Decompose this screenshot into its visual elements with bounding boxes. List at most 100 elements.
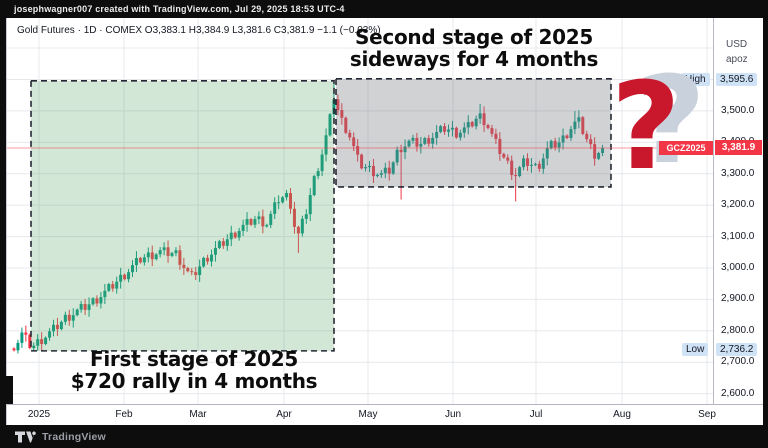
candle-body — [470, 122, 474, 127]
candle-body — [427, 138, 431, 144]
candle-body — [411, 137, 415, 141]
candle-body — [292, 208, 296, 227]
candle-body — [67, 314, 71, 321]
candle-body — [138, 258, 142, 263]
candle-body — [526, 158, 529, 166]
candle-body — [379, 173, 383, 175]
candle-body — [20, 332, 24, 343]
candle-body — [202, 257, 206, 267]
candle-body — [431, 137, 435, 144]
price-axis[interactable]: USD apoz 3,500.03,400.03,300.03,200.03,1… — [713, 18, 763, 404]
candle-body — [415, 137, 419, 147]
month-label: 2025 — [27, 409, 51, 420]
candle-body — [115, 281, 119, 289]
candle-body — [557, 142, 561, 148]
candle-body — [474, 118, 478, 127]
tradingview-brand-text[interactable]: TradingView — [42, 430, 106, 443]
candle-body — [399, 149, 403, 153]
candle-body — [450, 127, 454, 130]
candle-body — [289, 193, 292, 209]
left-edge-tab — [0, 376, 13, 404]
month-label: Mar — [189, 409, 207, 420]
candle-body — [210, 254, 213, 262]
candle-body — [83, 304, 87, 310]
time-axis[interactable]: 2025 Feb Mar Apr May Jun Jul Aug Sep — [7, 404, 763, 425]
month-label: Feb — [115, 409, 133, 420]
month-label: Sep — [698, 409, 716, 420]
price-tick-label: 2,700.0 — [721, 356, 755, 368]
candle-body — [217, 241, 221, 248]
candle-body — [443, 126, 447, 132]
candle-body — [537, 163, 541, 169]
candle-body — [281, 197, 285, 203]
candle-body — [522, 158, 526, 168]
price-tick-label: 2,800.0 — [721, 324, 755, 336]
candle-body — [510, 160, 514, 176]
tradingview-logo-icon[interactable] — [14, 430, 36, 444]
candle-body — [518, 167, 522, 177]
candle-body — [87, 304, 91, 310]
candle-body — [273, 202, 277, 214]
last-price-badge: 3,381.9 — [715, 139, 762, 155]
first-stage-annotation[interactable]: First stage of 2025 $720 rally in 4 mont… — [69, 348, 319, 392]
candle-body — [296, 226, 300, 234]
contract-price-label: GCZ2025 — [659, 140, 713, 155]
candle-body — [213, 247, 217, 255]
price-chart[interactable] — [7, 18, 713, 404]
candle-body — [304, 214, 308, 219]
candle-body — [134, 258, 138, 266]
candle-body — [533, 163, 537, 165]
candle-body — [233, 232, 237, 238]
candle-body — [257, 216, 261, 220]
candle-body — [589, 139, 593, 145]
month-label: Apr — [276, 409, 292, 420]
candle-body — [178, 250, 182, 265]
candle-body — [348, 132, 352, 138]
candle-body — [107, 284, 111, 291]
question-mark-annotation[interactable]: ? ? — [611, 62, 731, 208]
price-tick-label: 3,500.0 — [721, 104, 755, 116]
candle-body — [581, 117, 585, 134]
candle-body — [71, 315, 75, 321]
candle-body — [320, 154, 324, 172]
month-label: Jul — [529, 409, 543, 420]
candle-body — [194, 272, 198, 276]
question-mark-shadow-icon: ? — [636, 52, 706, 191]
candle-body — [36, 339, 40, 346]
candle-body — [24, 332, 28, 335]
candle-body — [597, 152, 601, 159]
second-stage-annotation[interactable]: Second stage of 2025 sideways for 4 mont… — [349, 26, 599, 70]
first-stage-line1: First stage of 2025 — [90, 347, 298, 371]
candle-body — [225, 239, 229, 246]
candle-body — [99, 297, 103, 304]
candle-body — [466, 122, 470, 128]
candle-body — [237, 230, 241, 238]
candle-body — [150, 252, 154, 260]
first-stage-line2: $720 rally in 4 months — [70, 369, 318, 393]
second-stage-sideways-box[interactable] — [335, 78, 612, 188]
candle-body — [162, 247, 166, 251]
candle-body — [44, 337, 48, 345]
candle-body — [146, 252, 150, 258]
candle-body — [91, 298, 95, 305]
candle-body — [486, 125, 490, 129]
candle-body — [154, 254, 158, 260]
price-tick-label: 2,600.0 — [721, 387, 755, 399]
candle-body — [198, 266, 202, 276]
symbol-legend[interactable]: Gold Futures · 1D · COMEX O3,383.1 H3,38… — [17, 25, 381, 36]
candle-body — [565, 135, 569, 139]
candle-body — [131, 265, 134, 273]
candle-body — [12, 348, 16, 351]
candle-body — [261, 216, 265, 227]
candle-body — [32, 345, 36, 349]
candle-body — [111, 284, 115, 289]
candle-body — [75, 309, 79, 316]
candle-body — [28, 334, 32, 349]
candle-body — [423, 138, 427, 144]
first-stage-rally-box[interactable] — [30, 80, 335, 352]
candle-body — [55, 324, 59, 330]
axis-unit-measure: apoz — [726, 54, 748, 65]
candle-body — [332, 99, 336, 115]
candle-body — [585, 133, 589, 140]
candle-body — [407, 140, 411, 147]
